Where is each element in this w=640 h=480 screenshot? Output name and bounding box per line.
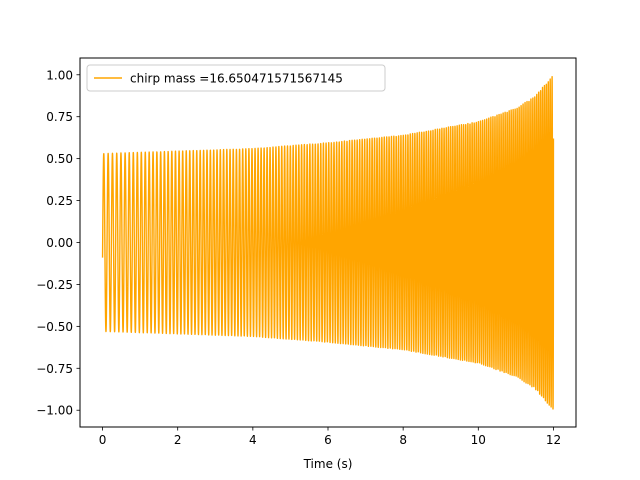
y-tick-label: 0.75	[46, 110, 73, 124]
legend-box	[86, 64, 386, 92]
y-axis-ticks: −1.00 −0.75 −0.50 −0.25 0.00 0.25 0.50 0.75 1.00	[36, 68, 80, 418]
x-axis-label: Time (s)	[303, 457, 353, 471]
chirp-waveform-line	[101, 75, 555, 410]
x-tick-label: 2	[174, 433, 182, 447]
y-tick-label: 0.00	[46, 236, 73, 250]
x-tick-label: 8	[399, 433, 407, 447]
legend: chirp mass =16.650471571567145	[86, 64, 386, 92]
x-tick-label: 6	[324, 433, 332, 447]
x-tick-label: 10	[471, 433, 486, 447]
x-tick-label: 12	[546, 433, 561, 447]
axes-frame	[79, 57, 577, 428]
x-axis-ticks: 0 2 4 6 8 10 12	[99, 427, 561, 447]
y-tick-label: −0.50	[36, 320, 73, 334]
y-tick-label: 0.25	[46, 194, 73, 208]
y-tick-label: −1.00	[36, 404, 73, 418]
y-tick-label: −0.25	[36, 278, 73, 292]
plot-area	[101, 75, 555, 410]
y-tick-label: 1.00	[46, 68, 73, 82]
y-tick-label: 0.50	[46, 152, 73, 166]
legend-label: chirp mass =16.650471571567145	[130, 72, 343, 86]
x-tick-label: 4	[249, 433, 257, 447]
x-tick-label: 0	[99, 433, 107, 447]
y-tick-label: −0.75	[36, 362, 73, 376]
